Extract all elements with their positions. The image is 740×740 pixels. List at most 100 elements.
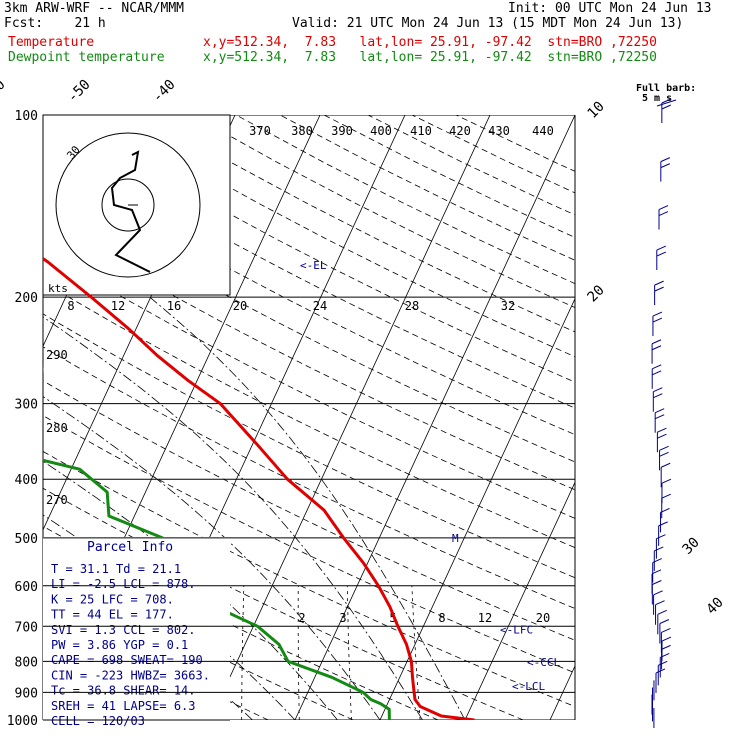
dry-adiabat	[0, 115, 13, 720]
dry-adiabat	[43, 131, 575, 409]
pressure-tick-label: 100	[15, 109, 38, 124]
theta-label: 390	[331, 124, 353, 138]
wind-barb-flag	[658, 211, 669, 216]
dry-adiabat	[43, 380, 575, 641]
theta-label: 380	[291, 124, 313, 138]
dry-adiabat	[43, 415, 575, 674]
hodograph-ring-outer	[55, 132, 201, 278]
moist-adiabat	[43, 396, 381, 720]
temperature-tick-label: 10	[585, 99, 608, 122]
dry-adiabat	[411, 115, 575, 194]
pressure-tick-label: 600	[15, 580, 38, 595]
wind-barb-flag	[655, 600, 665, 606]
wind-barb-legend	[656, 99, 677, 107]
wind-barb-flag	[652, 311, 663, 317]
wind-barb-flag	[659, 451, 669, 457]
wind-barb-flag	[661, 478, 672, 484]
hodograph-trace	[110, 150, 151, 273]
temperature-line	[43, 256, 475, 720]
dewpoint-legend: Dewpoint temperature	[8, 50, 165, 65]
wind-barb-flag	[658, 205, 669, 210]
isotherm	[209, 115, 491, 720]
hodograph-ring-label: 16	[167, 299, 181, 313]
theta-label: 270	[46, 493, 68, 507]
mixing-ratio-line	[297, 585, 300, 720]
level-marker: <-LCL	[512, 680, 545, 693]
parcel-info-row: SREH = 41 LAPSE= 6.3	[51, 699, 196, 713]
mixing-ratio-line	[346, 585, 352, 720]
wind-barb-flag	[661, 636, 672, 642]
wind-barb-flag	[652, 580, 662, 585]
level-marker: <-CCL	[527, 656, 560, 669]
theta-label: 400	[370, 124, 392, 138]
hodograph-ring-label: 8	[67, 299, 74, 313]
hodograph-ring-label: 20	[233, 299, 247, 313]
temperature-legend: Temperature	[8, 35, 95, 50]
isotherm	[464, 481, 575, 720]
wind-barb-flag	[651, 569, 662, 575]
parcel-info-box: Parcel Info T = 31.1 Td = 21.1LI = -2.5 L…	[43, 537, 230, 728]
profile-lines	[43, 256, 475, 720]
wind-barb-flag	[652, 364, 662, 370]
parcel-info-title: Parcel Info	[87, 540, 173, 555]
wind-barb-flag	[656, 251, 667, 257]
pressure-tick-label: 200	[15, 291, 38, 306]
wind-barb-flag	[657, 433, 667, 439]
wind-barb-flag	[653, 387, 663, 393]
level-marker: <-EL	[300, 259, 327, 272]
mixing-ratio-label: 2	[298, 611, 305, 625]
wind-barb-flag	[660, 163, 671, 169]
pressure-tick-label: 900	[15, 686, 38, 701]
isotherm	[294, 115, 575, 720]
wind-barb-flag	[654, 286, 664, 292]
temperature-tick-label: 40	[704, 595, 727, 618]
wind-barb-flag	[658, 521, 668, 527]
dry-adiabat	[43, 564, 354, 720]
mixing-ratio-line	[411, 585, 421, 720]
theta-label: 410	[410, 124, 432, 138]
mixing-ratio-label: 8	[438, 611, 445, 625]
theta-label: 370	[249, 124, 271, 138]
temperature-tick-label: -50	[65, 77, 94, 106]
wind-barb-flag	[661, 98, 672, 104]
init-time: Init: 00 UTC Mon 24 Jun 13	[508, 1, 712, 16]
wind-barb-flag	[656, 245, 667, 251]
wind-barb-flag	[659, 619, 670, 624]
theta-label: 280	[46, 421, 68, 435]
dry-adiabat	[43, 249, 575, 519]
pressure-tick-label: 300	[15, 398, 38, 413]
hodograph-ring-label: 24	[313, 299, 327, 313]
temperature-tick-label: 20	[585, 282, 608, 305]
hodograph-units: kts	[48, 282, 68, 295]
pressure-tick-label: 400	[15, 473, 38, 488]
dry-adiabat	[455, 115, 575, 172]
wind-barb-flag	[654, 408, 665, 414]
hodograph-ring-label: 12	[111, 299, 125, 313]
temperature-station-info: x,y=512.34, 7.83 lat,lon= 25.91, -97.42 …	[203, 35, 657, 50]
parcel-info-row: CIN = -223 HWBZ= 3663.	[51, 668, 210, 682]
wind-barb-flag	[657, 427, 667, 433]
parcel-info-background	[43, 537, 230, 720]
pressure-tick-label: 500	[15, 532, 38, 547]
hodograph-ring-label: 32	[501, 299, 515, 313]
theta-label: 290	[46, 348, 68, 362]
wind-barb-flag	[660, 462, 671, 468]
temperature-tick-label: -60	[0, 77, 9, 106]
parcel-info-row: T = 31.1 Td = 21.1	[51, 562, 181, 576]
parcel-info-row: PW = 3.86 YGP = 0.1	[51, 638, 188, 652]
parcel-info-row: TT = 44 EL = 177.	[51, 608, 174, 622]
dry-adiabat	[43, 189, 575, 463]
pressure-tick-label: 700	[15, 620, 38, 635]
parcel-info-row: LI = -2.5 LCL = 878.	[51, 577, 196, 591]
parcel-info-row: Tc = 36.8 SHEAR= 14.	[51, 684, 196, 698]
isotherm	[549, 665, 575, 720]
wind-barb-flag	[660, 157, 671, 163]
pressure-tick-label: 1000	[7, 714, 38, 729]
dewpoint-station-info: x,y=512.34, 7.83 lat,lon= 25.91, -97.42 …	[203, 50, 657, 65]
temperature-tick-label: -40	[150, 77, 179, 106]
wind-barb-flag	[652, 317, 663, 323]
theta-label: 430	[488, 124, 510, 138]
wind-barb-flag	[653, 393, 663, 399]
